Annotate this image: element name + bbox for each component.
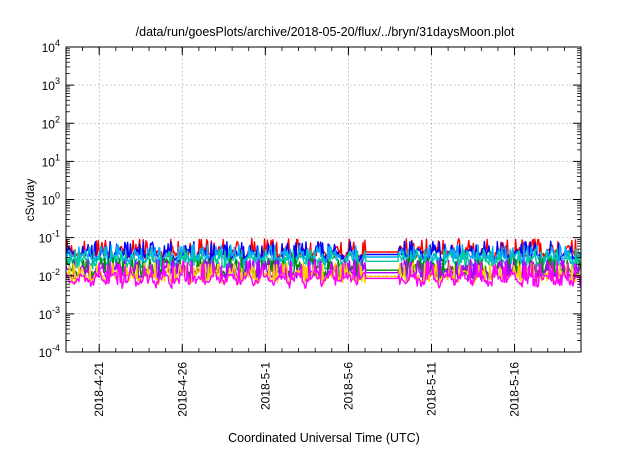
x-tick-label: 2018-5-6: [341, 362, 355, 410]
y-tick-label: 10-4: [39, 343, 60, 360]
x-tick-labels: 2018-4-21 2018-4-26 2018-5-1 2018-5-6 2018-5…: [92, 362, 521, 417]
x-tick-label: 2018-5-11: [424, 362, 438, 416]
axis-ticks: [66, 46, 581, 353]
y-tick-labels: 10-4 10-3 10-2 10-1 100 101 102 103 104: [39, 38, 60, 360]
y-tick-label: 10-1: [39, 229, 60, 246]
y-axis-label: cSv/day: [23, 179, 37, 222]
y-tick-label: 103: [42, 76, 60, 93]
x-tick-label: 2018-4-26: [175, 362, 189, 417]
y-tick-label: 101: [42, 152, 60, 169]
x-tick-label: 2018-4-21: [92, 362, 106, 417]
y-tick-label: 102: [42, 114, 60, 131]
series-line-3: [65, 248, 582, 271]
y-tick-label: 100: [42, 191, 60, 208]
x-tick-label: 2018-5-16: [508, 362, 522, 417]
y-tick-label: 10-3: [39, 305, 60, 322]
series-lines: [65, 237, 582, 289]
series-line-7: [65, 260, 582, 289]
x-tick-label: 2018-5-1: [258, 362, 272, 410]
y-tick-label: 104: [42, 38, 60, 55]
grid-lines: [66, 47, 581, 352]
y-tick-label: 10-2: [39, 267, 60, 284]
chart-title: /data/run/goesPlots/archive/2018-05-20/f…: [136, 25, 515, 39]
x-axis-label: Coordinated Universal Time (UTC): [228, 431, 420, 445]
